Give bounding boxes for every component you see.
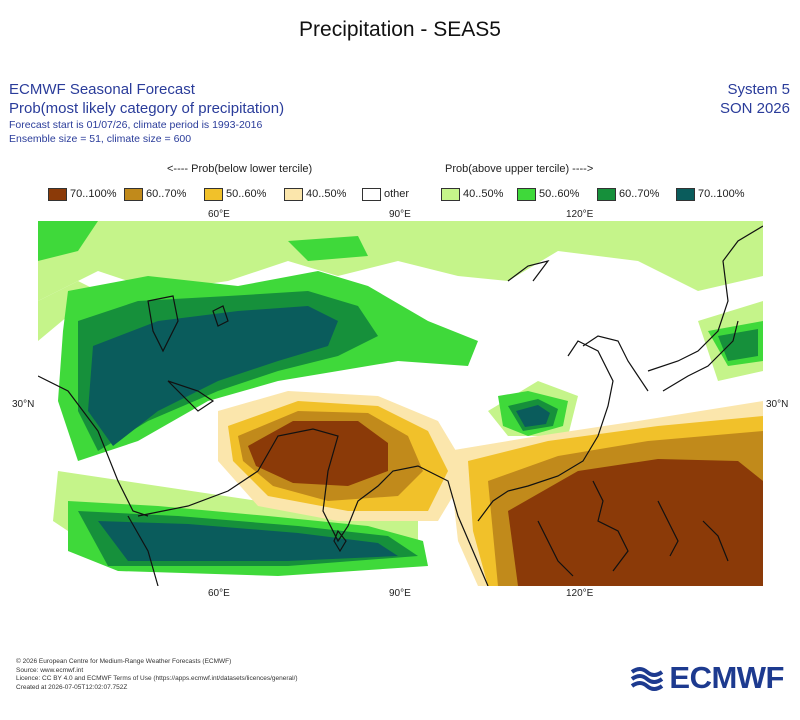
legend-swatch: [676, 187, 695, 201]
legend-swatch: [204, 187, 223, 201]
legend-label: 50..60%: [226, 188, 267, 200]
created-text: Created at 2026-07-05T12:02:07.752Z: [16, 683, 128, 691]
region-below-70-100: [248, 421, 763, 586]
top-axis-label-120e: 120°E: [566, 209, 594, 220]
left-axis-label-30n: 30°N: [12, 399, 35, 410]
ecmwf-logo-icon: [631, 667, 664, 691]
legend-item: 70..100%: [676, 186, 744, 202]
legend-swatch: [362, 187, 381, 201]
top-axis-label-90e: 90°E: [389, 209, 411, 220]
ecmwf-logo-text: ECMWF: [669, 660, 784, 695]
legend-item: 70..100%: [48, 186, 116, 202]
ecmwf-logo: ECMWF: [630, 660, 784, 696]
page-title: Precipitation - SEAS5: [299, 18, 501, 41]
licence-text: Licence: CC BY 4.0 and ECMWF Terms of Us…: [16, 675, 298, 682]
legend-swatch: [597, 187, 616, 201]
legend-label: 70..100%: [70, 188, 117, 200]
legend-item: 50..60%: [204, 186, 266, 202]
coastlines: [38, 225, 763, 586]
product-title: ECMWF Seasonal Forecast: [9, 81, 195, 98]
forecast-start-info: Forecast start is 01/07/26, climate peri…: [9, 119, 263, 131]
copyright-text: © 2026 European Centre for Medium-Range …: [16, 658, 232, 665]
source-text: Source: www.ecmwf.int: [16, 666, 84, 674]
above-tercile-caption: Prob(above upper tercile) ---->: [445, 163, 594, 175]
forecast-header: ECMWF Seasonal Forecast Prob(most likely…: [9, 80, 284, 146]
top-axis-label-60e: 60°E: [208, 209, 230, 220]
legend-swatch: [48, 187, 67, 201]
right-axis-label-30n: 30°N: [766, 399, 789, 410]
bottom-axis-label-120e: 120°E: [566, 588, 594, 599]
variable-title: Prob(most likely category of precipitati…: [9, 100, 285, 117]
footer-credits: © 2026 European Centre for Medium-Range …: [16, 658, 298, 692]
system-header: System 5 SON 2026: [720, 80, 790, 118]
legend-item: 50..60%: [517, 186, 579, 202]
bottom-axis-label-60e: 60°E: [208, 588, 230, 599]
legend-item: 60..70%: [597, 186, 659, 202]
legend-label: 60..70%: [146, 188, 187, 200]
legend-swatch: [284, 187, 303, 201]
legend-swatch: [517, 187, 536, 201]
legend-label: 70..100%: [698, 188, 745, 200]
season-label: SON 2026: [719, 100, 790, 117]
legend-swatch: [124, 187, 143, 201]
bottom-axis-label-90e: 90°E: [389, 588, 411, 599]
legend-label: other: [384, 188, 410, 200]
below-tercile-caption: <---- Prob(below lower tercile): [167, 163, 313, 175]
region-above-70-100: [88, 306, 550, 561]
legend-swatch: [441, 187, 460, 201]
legend-item: 40..50%: [441, 186, 503, 202]
legend-label: 40..50%: [463, 188, 504, 200]
legend-label: 60..70%: [619, 188, 660, 200]
legend-item: other: [362, 186, 409, 202]
legend-label: 50..60%: [539, 188, 580, 200]
precipitation-probability-map: [38, 221, 763, 586]
legend-item: 40..50%: [284, 186, 346, 202]
legend-item: 60..70%: [124, 186, 186, 202]
ensemble-info: Ensemble size = 51, climate size = 600: [9, 133, 192, 145]
system-label: System 5: [727, 81, 790, 98]
legend-label: 40..50%: [306, 188, 347, 200]
